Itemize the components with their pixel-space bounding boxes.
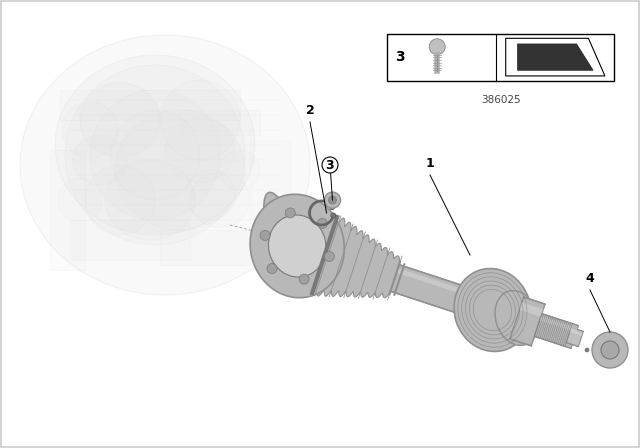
Circle shape — [90, 90, 220, 220]
Polygon shape — [397, 268, 495, 305]
Circle shape — [324, 192, 340, 208]
Ellipse shape — [495, 291, 539, 345]
Ellipse shape — [72, 135, 127, 185]
Polygon shape — [390, 265, 497, 323]
Circle shape — [85, 165, 155, 235]
Circle shape — [429, 39, 445, 55]
Ellipse shape — [165, 117, 235, 182]
Polygon shape — [534, 314, 579, 349]
Polygon shape — [469, 288, 498, 326]
Ellipse shape — [250, 194, 344, 298]
Ellipse shape — [454, 268, 531, 351]
Bar — [160, 230, 250, 265]
Text: 386025: 386025 — [481, 95, 520, 105]
Polygon shape — [476, 292, 497, 304]
Polygon shape — [483, 279, 523, 342]
Text: 3: 3 — [326, 159, 334, 172]
Circle shape — [331, 213, 336, 218]
Circle shape — [592, 332, 628, 368]
Polygon shape — [317, 218, 400, 298]
Circle shape — [299, 274, 309, 284]
Polygon shape — [540, 316, 577, 332]
Circle shape — [330, 205, 335, 210]
Ellipse shape — [115, 110, 245, 230]
Circle shape — [317, 219, 328, 228]
Polygon shape — [506, 39, 605, 76]
Text: 2: 2 — [306, 104, 314, 117]
Text: 4: 4 — [586, 272, 595, 285]
Bar — [250, 140, 290, 220]
Circle shape — [585, 348, 589, 352]
Circle shape — [65, 65, 245, 245]
Ellipse shape — [268, 215, 326, 277]
Circle shape — [260, 230, 270, 241]
Ellipse shape — [55, 55, 255, 235]
Bar — [60, 90, 240, 120]
Circle shape — [110, 110, 200, 200]
Circle shape — [160, 80, 240, 160]
Circle shape — [285, 208, 295, 218]
Bar — [180, 110, 260, 135]
Text: 3: 3 — [395, 50, 404, 64]
Circle shape — [220, 150, 260, 190]
Circle shape — [601, 341, 619, 359]
Ellipse shape — [190, 172, 250, 228]
Circle shape — [185, 170, 235, 220]
Circle shape — [324, 251, 334, 262]
Ellipse shape — [264, 192, 306, 292]
Polygon shape — [570, 329, 582, 336]
Circle shape — [62, 102, 118, 158]
Polygon shape — [566, 327, 583, 347]
Polygon shape — [518, 44, 593, 70]
Circle shape — [267, 263, 277, 274]
Polygon shape — [510, 297, 545, 346]
Bar — [70, 220, 190, 260]
Ellipse shape — [80, 82, 160, 158]
Ellipse shape — [105, 160, 195, 240]
Bar — [50, 150, 85, 270]
Circle shape — [58, 178, 102, 222]
Bar — [387, 34, 614, 81]
Ellipse shape — [20, 35, 310, 295]
Circle shape — [322, 157, 338, 173]
Text: 1: 1 — [426, 157, 435, 170]
Polygon shape — [520, 302, 543, 317]
Circle shape — [328, 196, 337, 204]
